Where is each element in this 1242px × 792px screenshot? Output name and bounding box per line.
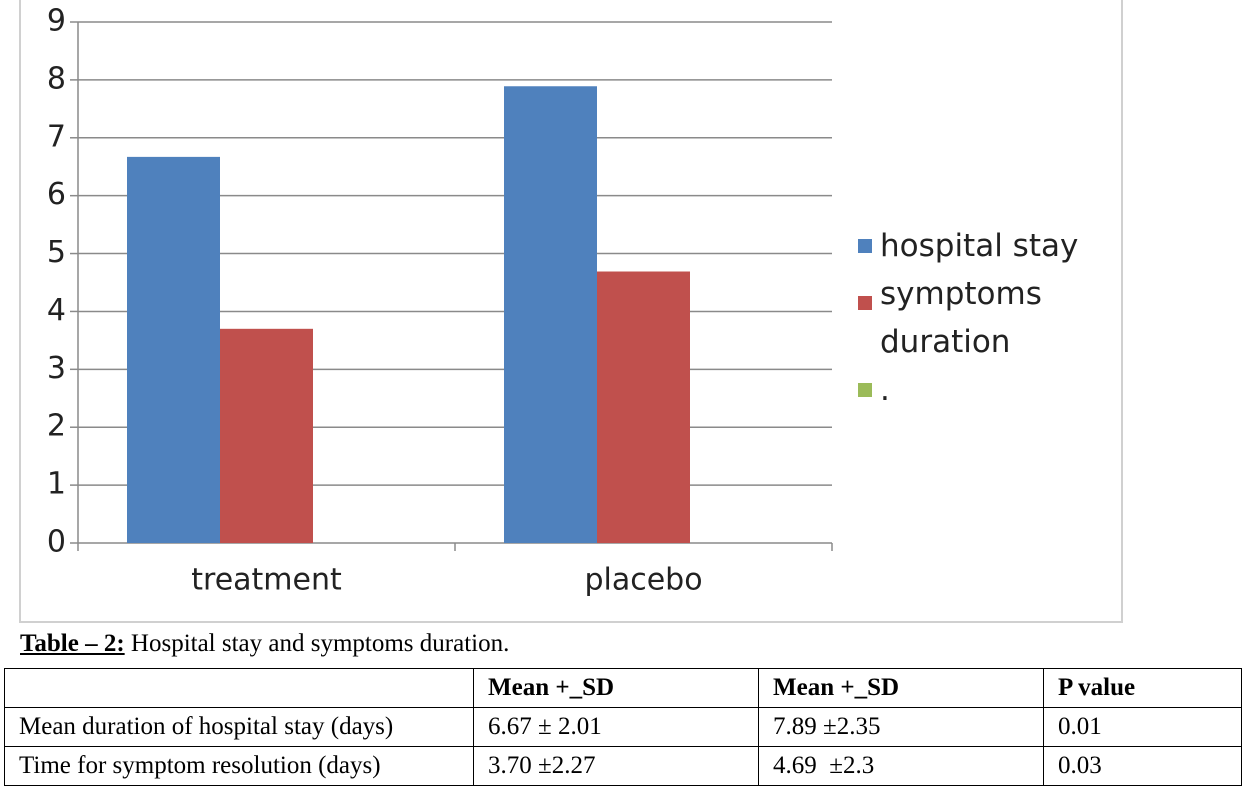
caption-label: Table – 2: (20, 630, 125, 657)
table-row: Mean duration of hospital stay (days) 6.6… (4, 707, 1242, 747)
y-tick-label: 1 (47, 467, 66, 502)
header-cell (4, 668, 474, 708)
y-tick-label: 3 (47, 351, 66, 386)
y-tick-label: 7 (47, 119, 66, 154)
legend-item: symptoms duration (858, 270, 1108, 366)
bar (220, 328, 313, 543)
legend-swatch (858, 383, 872, 397)
table-cell: 0.03 (1043, 746, 1242, 786)
table-cell: 4.69 ±2.3 (758, 746, 1044, 786)
y-tick-label: 4 (47, 293, 66, 328)
table-row: Time for symptom resolution (days) 3.70 ±… (4, 746, 1242, 786)
legend-item: . (858, 366, 1108, 414)
y-tick-label: 2 (47, 409, 66, 444)
table: Mean +_SD Mean +_SD P value Mean duration o… (4, 668, 1242, 786)
table-cell: Mean duration of hospital stay (days) (4, 707, 474, 747)
bar (127, 156, 220, 543)
y-tick-label: 9 (47, 4, 66, 39)
table-cell: 7.89 ±2.35 (758, 707, 1044, 747)
y-tick-label: 6 (47, 177, 66, 212)
chart: 0 1 2 3 4 5 6 7 8 9 treatment placebo (19, 0, 1123, 623)
legend-label: symptoms duration (880, 276, 1042, 360)
x-tick-label: placebo (584, 563, 702, 598)
legend-label: . (880, 372, 890, 408)
legend-label: hospital stay (880, 228, 1079, 264)
caption: Table – 2: Hospital stay and symptoms du… (20, 630, 509, 658)
caption-text: Hospital stay and symptoms duration. (124, 630, 510, 657)
y-tick-label: 8 (47, 61, 66, 96)
legend-item: hospital stay (858, 222, 1108, 270)
legend-swatch (858, 239, 872, 253)
table-cell: 3.70 ±2.27 (473, 746, 759, 786)
x-tick-label: treatment (191, 563, 342, 598)
legend-swatch (858, 296, 872, 310)
y-tick-label: 0 (47, 525, 66, 560)
table-cell: 0.01 (1043, 707, 1242, 747)
chart-frame (19, 0, 1123, 623)
y-tick-label: 5 (47, 235, 66, 270)
header-row: Mean +_SD Mean +_SD P value (4, 668, 1242, 708)
legend: hospital stay symptoms duration. (858, 222, 1108, 414)
table-cell: Time for symptom resolution (days) (4, 746, 474, 786)
header-cell: P value (1043, 668, 1242, 708)
header-cell: Mean +_SD (758, 668, 1044, 708)
bar (597, 271, 690, 543)
table-cell: 6.67 ± 2.01 (473, 707, 759, 747)
bar (504, 86, 597, 544)
header-cell: Mean +_SD (473, 668, 759, 708)
